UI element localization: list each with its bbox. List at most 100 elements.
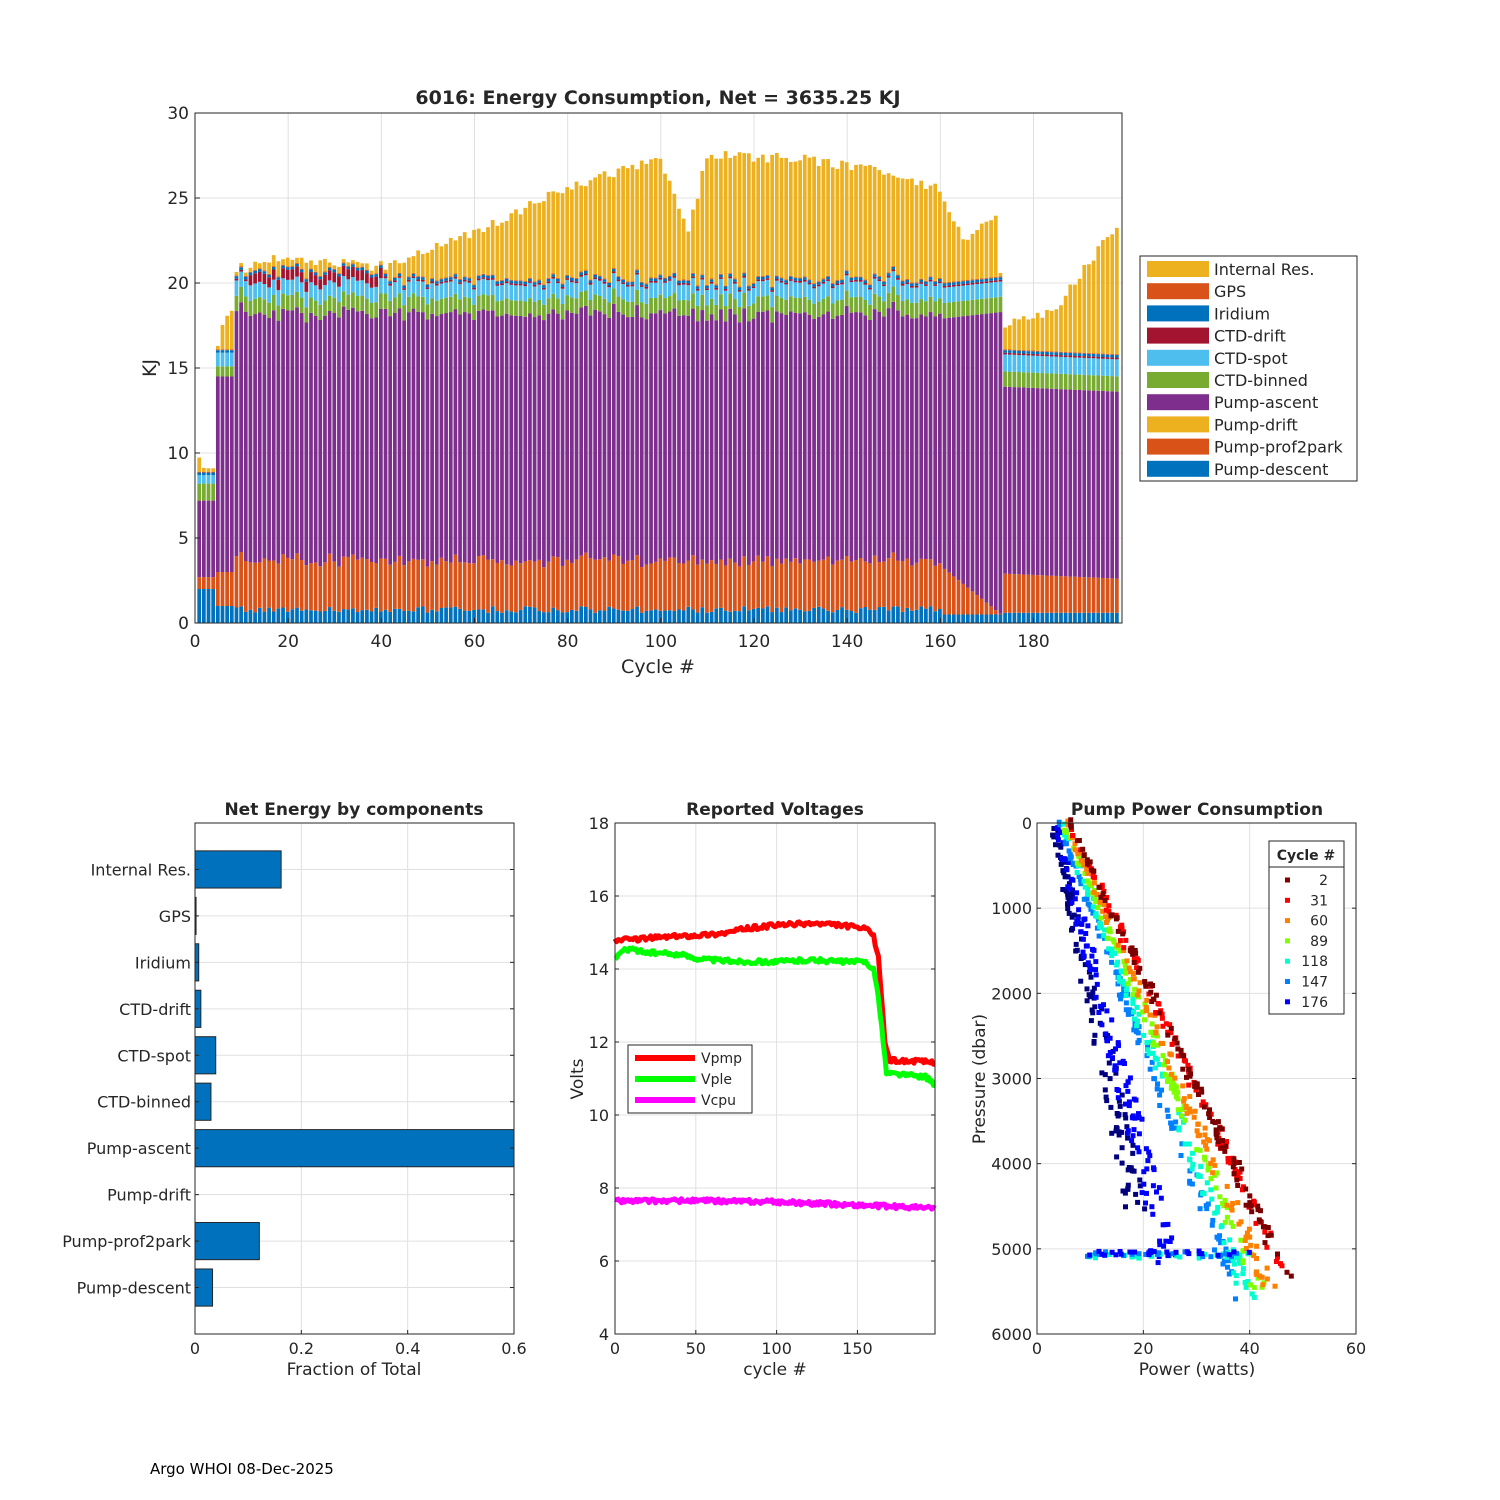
energy-bar-ctd-drift — [886, 275, 891, 278]
pump-point — [1053, 842, 1058, 848]
pump-point — [1279, 1263, 1285, 1269]
pump-point — [1274, 1259, 1279, 1264]
energy-bar-pump-ascent — [1035, 388, 1040, 576]
energy-bar-pump-ascent — [462, 312, 467, 563]
pump-point — [1157, 1092, 1163, 1098]
energy-bar-ctd-spot — [686, 285, 691, 301]
energy-bar-ctd-spot — [728, 278, 733, 294]
energy-bar-ctd-spot — [779, 282, 784, 298]
pump-point — [1251, 1294, 1257, 1300]
energy-bar-iridium — [882, 281, 886, 285]
pump-point — [1162, 1062, 1167, 1068]
energy-bar-gps — [1035, 350, 1040, 352]
energy-legend-label: Iridium — [1214, 304, 1270, 323]
energy-bar-pump-descent — [830, 612, 835, 623]
pump-point — [1262, 1229, 1268, 1235]
energy-bar-ctd-spot — [737, 291, 742, 307]
energy-bar-ctd-drift — [751, 286, 756, 289]
energy-bar-internal-res — [1007, 325, 1012, 350]
energy-bar-internal-res — [784, 157, 788, 280]
energy-bar-internal-res — [644, 163, 649, 284]
pump-point — [1192, 1080, 1198, 1086]
energy-bar-gps — [383, 273, 388, 274]
energy-bar-pump-prof2park — [201, 577, 206, 589]
energy-bar-ctd-spot — [574, 283, 579, 299]
energy-bar-ctd-spot — [891, 271, 896, 287]
energy-bar-gps — [733, 278, 737, 280]
pump-point — [1190, 1162, 1196, 1167]
energy-bar-pump-prof2park — [476, 555, 481, 610]
energy-bar-ctd-spot — [346, 279, 351, 295]
energy-bar-iridium — [486, 275, 490, 279]
energy-bar-ctd-drift — [1068, 355, 1073, 358]
energy-bar-ctd-drift — [798, 280, 802, 283]
pump-park-point — [1103, 1249, 1109, 1255]
energy-bar-internal-res — [1026, 319, 1031, 351]
energy-bar-ctd-binned — [905, 299, 910, 315]
pump-point — [1161, 1243, 1167, 1249]
pump-point — [1243, 1186, 1249, 1192]
energy-bar-pump-prof2park — [383, 558, 388, 610]
energy-bar-ctd-binned — [458, 299, 462, 315]
energy-bar-pump-ascent — [1077, 389, 1082, 577]
energy-bar-pump-ascent — [458, 314, 462, 563]
pump-point — [1061, 859, 1067, 865]
energy-bar-internal-res — [886, 173, 891, 273]
energy-bar-ctd-drift — [1073, 355, 1077, 358]
energy-bar-ctd-spot — [355, 280, 360, 297]
pump-point — [1085, 891, 1090, 897]
energy-bar-ctd-spot — [201, 475, 206, 484]
energy-bar-ctd-spot — [933, 285, 938, 302]
energy-bar-gps — [942, 282, 947, 284]
energy-bar-ctd-spot — [644, 288, 649, 304]
energy-bar-pump-ascent — [970, 315, 975, 592]
energy-bar-iridium — [649, 278, 653, 281]
energy-bar-ctd-spot — [537, 284, 542, 300]
energy-bar-internal-res — [705, 158, 709, 285]
energy-bar-pump-prof2park — [346, 556, 351, 610]
energy-bar-gps — [514, 280, 518, 282]
energy-bar-iridium — [215, 350, 220, 353]
energy-bar-pump-ascent — [388, 316, 393, 565]
energy-bar-pump-prof2park — [900, 560, 905, 612]
pump-ytick-label: 6000 — [991, 1325, 1032, 1344]
energy-bar-gps — [938, 277, 942, 279]
energy-bar-gps — [318, 275, 323, 277]
energy-bar-ctd-drift — [388, 283, 393, 286]
pump-point — [1144, 1190, 1149, 1196]
energy-bar-gps — [379, 264, 383, 266]
volts-ytick-label: 16 — [589, 887, 609, 906]
energy-bar-ctd-drift — [733, 281, 737, 284]
energy-bar-pump-prof2park — [672, 557, 677, 611]
energy-bar-iridium — [365, 270, 369, 274]
energy-bar-iridium — [1073, 353, 1077, 356]
pump-point — [1137, 1177, 1143, 1183]
energy-bar-iridium — [416, 276, 420, 280]
energy-bar-pump-descent — [742, 606, 747, 623]
pump-point — [1065, 818, 1071, 824]
energy-bar-iridium — [821, 279, 826, 282]
pump-point — [1195, 1172, 1201, 1178]
pump-point — [1234, 1177, 1240, 1183]
pump-point — [1175, 1053, 1181, 1059]
energy-bar-ctd-drift — [560, 286, 565, 289]
energy-bar-ctd-drift — [267, 277, 271, 288]
energy-bar-pump-descent — [1026, 612, 1031, 623]
energy-bar-gps — [868, 284, 872, 286]
energy-bar-pump-prof2park — [467, 563, 472, 611]
pump-point — [1218, 1224, 1224, 1230]
energy-bar-ctd-binned — [220, 366, 225, 377]
pump-point — [1076, 850, 1082, 855]
pump-power-y-label: Pressure (dbar) — [970, 1014, 990, 1144]
energy-bar-ctd-spot — [924, 285, 928, 302]
energy-bar-internal-res — [891, 175, 896, 267]
energy-bar-ctd-binned — [462, 296, 467, 313]
energy-bar-ctd-binned — [719, 294, 723, 310]
energy-bar-pump-ascent — [709, 314, 714, 561]
energy-bar-ctd-spot — [663, 282, 667, 299]
energy-bar-iridium — [542, 285, 546, 288]
energy-bar-ctd-drift — [947, 285, 952, 288]
energy-bar-gps — [1026, 350, 1031, 352]
pump-point — [1091, 985, 1097, 991]
energy-bar-pump-descent — [397, 608, 402, 623]
